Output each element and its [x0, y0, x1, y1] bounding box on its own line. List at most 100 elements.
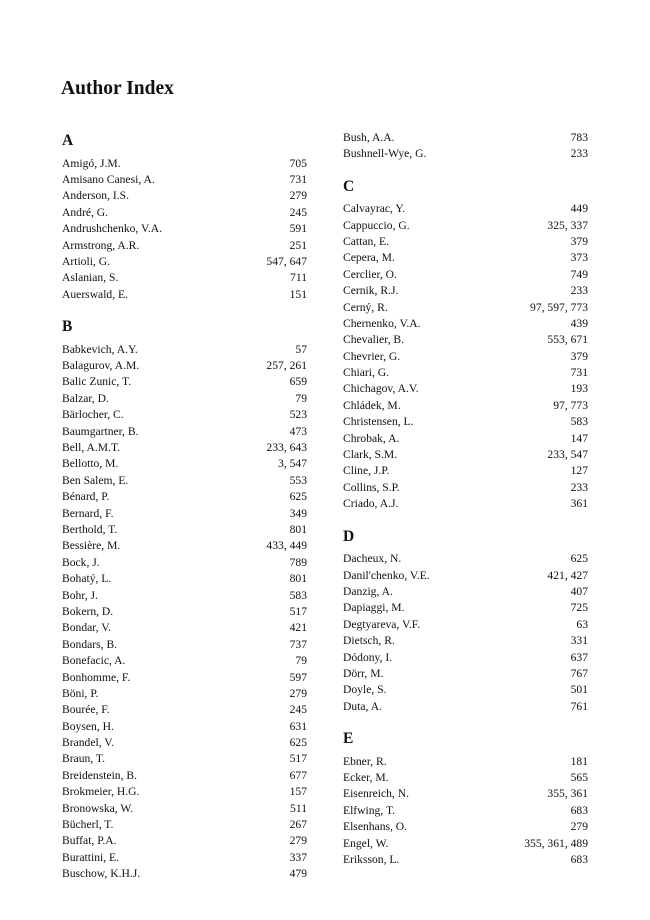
page-numbers: 583 [570, 415, 588, 429]
author-name: Clark, S.M. [343, 448, 398, 462]
author-name: Dacheux, N. [343, 552, 402, 566]
author-name: Chládek, M. [343, 398, 401, 412]
index-entry: Bell, A.M.T. 233, 643 [62, 440, 307, 456]
author-name: Bohr, J. [62, 588, 98, 602]
author-name: Collins, S.P. [343, 480, 400, 494]
page-numbers: 245 [289, 205, 307, 219]
page-numbers: 731 [289, 172, 307, 186]
author-name: Buschow, K.H.J. [62, 867, 141, 881]
page-numbers: 553 [289, 473, 307, 487]
page-numbers: 147 [570, 431, 588, 445]
index-entry: Babkevich, A.Y. 57 [62, 342, 307, 358]
author-name: Bénard, P. [62, 490, 110, 504]
author-name: Dódony, I. [343, 650, 393, 664]
page-numbers: 801 [289, 572, 307, 586]
section-letter-heading: A [62, 132, 74, 149]
page-numbers: 625 [289, 736, 307, 750]
index-entry: Berthold, T. 801 [62, 522, 307, 538]
page-numbers: 789 [289, 555, 307, 569]
author-name: Chichagov, A.V. [343, 382, 419, 396]
index-entry: Chrobak, A. 147 [343, 431, 588, 447]
index-entry: Buschow, K.H.J. 479 [62, 866, 307, 882]
index-entry: Aslanian, S. 711 [62, 270, 307, 286]
page-numbers: 233, 643 [266, 441, 307, 455]
section-letter-heading: E [343, 730, 354, 748]
author-name: Bondars, B. [62, 637, 118, 651]
page-numbers: 279 [570, 820, 588, 834]
page-numbers: 683 [570, 803, 588, 817]
page-numbers: 625 [570, 552, 588, 566]
page-numbers: 361 [570, 497, 588, 511]
page-numbers: 151 [289, 287, 307, 301]
index-column-left: A Amigó, J.M. 705 Amisano Canesi, A. 731 Ande… [62, 117, 307, 883]
author-name: Bohatý, L. [62, 572, 112, 586]
page-numbers: 325, 337 [547, 218, 588, 232]
author-name: Dietsch, R. [343, 634, 395, 648]
index-entry: Chevalier, B. 553, 671 [343, 332, 588, 348]
page-numbers: 181 [570, 754, 588, 768]
author-name: Bondar, V. [62, 621, 112, 635]
index-entry: Cappuccio, G. 325, 337 [343, 218, 588, 234]
page-numbers: 659 [289, 375, 307, 389]
page-numbers: 157 [289, 785, 307, 799]
index-entry: Chichagov, A.V. 193 [343, 381, 588, 397]
author-name: Cattan, E. [343, 234, 390, 248]
author-name: Eisenreich, N. [343, 787, 409, 801]
page-numbers: 479 [289, 867, 307, 881]
index-entry: Bock, J. 789 [62, 555, 307, 571]
author-name: Bonefacic, A. [62, 654, 126, 668]
index-entry: Boysen, H. 631 [62, 719, 307, 735]
author-name: Criado, A.J. [343, 497, 399, 511]
page-numbers: 127 [570, 464, 588, 478]
author-name: Berthold, T. [62, 523, 118, 536]
index-entry: Cepera, M. 373 [343, 250, 588, 266]
author-name: Balagurov, A.M. [62, 359, 140, 373]
index-entry: Engel, W. 355, 361, 489 [343, 836, 588, 852]
index-entry: Balagurov, A.M. 257, 261 [62, 358, 307, 374]
index-entry: Bondars, B. 737 [62, 637, 307, 653]
page-numbers: 439 [570, 316, 588, 330]
page-numbers: 407 [570, 584, 588, 598]
index-entry: Duta, A. 761 [343, 699, 588, 715]
author-name: Ebner, R. [343, 754, 387, 768]
index-entry: Ben Salem, E. 553 [62, 473, 307, 489]
page-numbers: 591 [289, 222, 307, 236]
page-numbers: 245 [289, 703, 307, 717]
page-numbers: 233 [570, 284, 588, 298]
page-numbers: 433, 449 [266, 539, 307, 553]
index-entry: Ecker, M. 565 [343, 770, 588, 786]
index-entry: Bonefacic, A. 79 [62, 653, 307, 669]
page-numbers: 331 [570, 634, 588, 648]
author-name: Amigó, J.M. [62, 156, 121, 170]
author-name: Balzar, D. [62, 391, 109, 405]
author-name: Chrobak, A. [343, 431, 400, 445]
index-entry: Bushnell-Wye, G. 233 [343, 146, 588, 162]
page-numbers: 193 [570, 382, 588, 396]
index-entry: Balic Zunic, T. 659 [62, 374, 307, 390]
index-entry: Anderson, I.S. 279 [62, 188, 307, 204]
page-numbers: 783 [570, 130, 588, 144]
index-entry: Bärlocher, C. 523 [62, 407, 307, 423]
page-numbers: 349 [289, 506, 307, 520]
author-name: Bush, A.A. [343, 130, 395, 144]
page-numbers: 267 [289, 818, 307, 832]
page-numbers: 233, 547 [547, 448, 588, 462]
page-numbers: 279 [289, 834, 307, 848]
author-name: Braun, T. [62, 752, 106, 766]
author-name: Danzig, A. [343, 584, 393, 598]
page-numbers: 57 [295, 342, 307, 356]
author-name: Anderson, I.S. [62, 189, 129, 203]
page-numbers: 79 [295, 391, 307, 405]
index-entry: Degtyareva, V.F. 63 [343, 617, 588, 633]
index-entry: Brandel, V. 625 [62, 735, 307, 751]
index-entry: Cerclier, O. 749 [343, 267, 588, 283]
page-numbers: 501 [570, 683, 588, 697]
author-name: Elfwing, T. [343, 803, 396, 817]
page-numbers: 97, 773 [553, 398, 588, 412]
index-entry: Doyle, S. 501 [343, 682, 588, 698]
author-name: Buffat, P.A. [62, 834, 117, 848]
index-entry: Cline, J.P. 127 [343, 463, 588, 479]
author-name: Danil'chenko, V.E. [343, 568, 430, 582]
page-numbers: 517 [289, 604, 307, 618]
page-numbers: 279 [289, 189, 307, 203]
